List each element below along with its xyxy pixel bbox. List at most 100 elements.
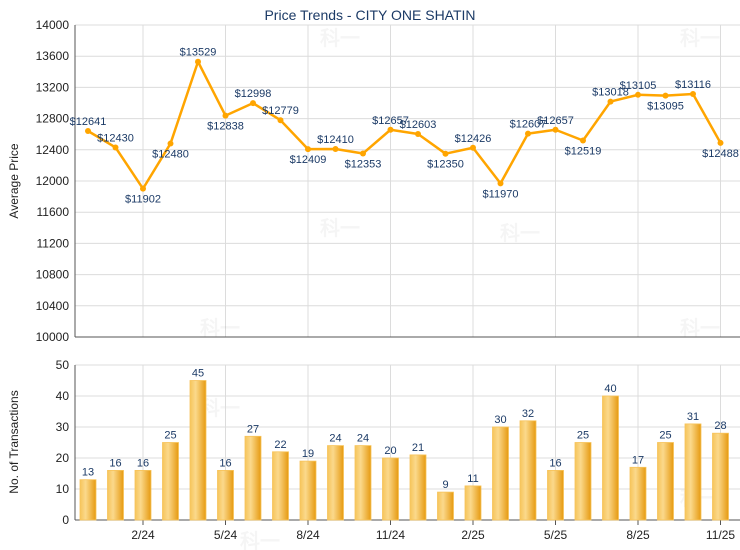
- y-tick-label: 10: [56, 482, 70, 496]
- watermark: 科一: [680, 316, 720, 340]
- bar-data-label: 25: [164, 430, 176, 442]
- transaction-bar: [244, 435, 262, 521]
- bar-data-label: 40: [604, 383, 616, 395]
- watermark: 科一: [200, 396, 240, 420]
- bar-data-label: 11: [467, 473, 478, 485]
- price-data-label: $12998: [235, 88, 272, 100]
- price-data-label: $13116: [675, 79, 711, 91]
- y-tick-label: 10000: [36, 330, 70, 344]
- transaction-bar: [574, 442, 592, 521]
- price-data-label: $13095: [647, 101, 684, 113]
- y-tick-label: 40: [56, 389, 70, 403]
- price-point: [662, 92, 669, 99]
- price-data-label: $12838: [207, 121, 244, 133]
- bar-data-label: 22: [274, 439, 286, 451]
- watermark: 科一: [680, 26, 720, 50]
- x-tick-label: 11/24: [376, 528, 405, 542]
- transactions-y-axis-label: No. of Transactions: [7, 390, 21, 493]
- y-tick-label: 10800: [36, 268, 70, 282]
- price-point: [607, 98, 614, 105]
- price-point: [552, 126, 559, 133]
- price-data-label: $12519: [565, 146, 602, 158]
- watermark: 科一: [240, 529, 280, 550]
- bar-data-label: 20: [384, 445, 396, 457]
- x-tick-label: 2/24: [131, 528, 155, 542]
- price-point: [690, 90, 696, 97]
- price-data-label: $12410: [317, 134, 354, 146]
- price-point: [580, 137, 586, 144]
- price-point: [415, 130, 421, 137]
- price-data-label: $13529: [180, 47, 217, 59]
- price-point: [635, 91, 641, 98]
- x-tick-label: 8/24: [296, 528, 320, 542]
- bar-data-label: 24: [357, 433, 369, 445]
- transaction-bar: [437, 491, 454, 521]
- bar-data-label: 9: [442, 479, 448, 491]
- price-data-label: $12657: [372, 115, 409, 127]
- price-point: [250, 100, 256, 107]
- price-point: [717, 139, 724, 146]
- bar-data-label: 30: [494, 414, 506, 426]
- price-data-label: $11902: [125, 194, 161, 206]
- bar-data-label: 21: [412, 442, 424, 454]
- price-data-label: $12480: [152, 149, 189, 161]
- transaction-bar: [354, 445, 372, 521]
- price-data-label: $12779: [262, 105, 299, 117]
- transaction-bar: [162, 442, 179, 521]
- transaction-bar: [107, 469, 124, 521]
- y-tick-label: 12800: [36, 112, 70, 126]
- price-point: [277, 117, 284, 124]
- price-y-axis-label: Average Price: [7, 143, 21, 218]
- y-tick-label: 0: [62, 513, 69, 527]
- price-data-label: $12488: [702, 148, 739, 160]
- price-data-label: $13105: [620, 80, 657, 92]
- price-point: [360, 150, 366, 157]
- bar-data-label: 19: [302, 448, 314, 460]
- transaction-bar: [712, 432, 729, 521]
- y-tick-label: 50: [56, 358, 70, 372]
- bar-data-label: 24: [329, 433, 341, 445]
- price-data-label: $11970: [483, 188, 519, 200]
- bar-data-label: 16: [549, 457, 561, 469]
- transaction-bar: [79, 479, 97, 521]
- price-point: [140, 185, 146, 192]
- transaction-bar: [602, 395, 619, 521]
- transaction-bar: [299, 460, 317, 521]
- y-tick-label: 11200: [37, 236, 70, 250]
- transaction-bar: [629, 466, 647, 521]
- price-data-label: $12353: [345, 158, 382, 170]
- transaction-bar: [382, 457, 399, 521]
- y-tick-label: 13200: [36, 80, 70, 94]
- bar-data-label: 17: [632, 454, 644, 466]
- price-point: [332, 146, 339, 153]
- bar-data-label: 28: [714, 420, 726, 432]
- watermark: 科一: [320, 26, 360, 50]
- x-tick-label: 5/24: [214, 528, 238, 542]
- price-point: [305, 146, 311, 153]
- price-point: [497, 180, 504, 187]
- price-point: [470, 144, 476, 151]
- watermark: 科一: [500, 221, 540, 245]
- x-tick-label: 8/25: [626, 528, 650, 542]
- price-point: [222, 112, 229, 119]
- x-tick-label: 5/25: [544, 528, 568, 542]
- transaction-bar: [272, 451, 289, 521]
- transaction-bar: [217, 469, 234, 521]
- y-tick-label: 13600: [36, 49, 70, 63]
- price-point: [387, 126, 394, 133]
- y-tick-label: 11600: [37, 205, 70, 219]
- price-data-label: $12657: [537, 115, 574, 127]
- price-point: [85, 128, 91, 135]
- y-tick-label: 10400: [36, 299, 70, 313]
- price-data-label: $12350: [427, 159, 464, 171]
- transaction-bar: [409, 454, 427, 521]
- price-data-label: $12430: [97, 132, 134, 144]
- price-data-label: $12641: [70, 116, 107, 128]
- transaction-bar: [189, 380, 207, 521]
- transaction-bar: [684, 423, 702, 521]
- price-data-label: $12607: [510, 119, 547, 131]
- bar-data-label: 27: [247, 423, 259, 435]
- bar-data-label: 25: [577, 430, 589, 442]
- price-data-label: $12409: [290, 154, 327, 166]
